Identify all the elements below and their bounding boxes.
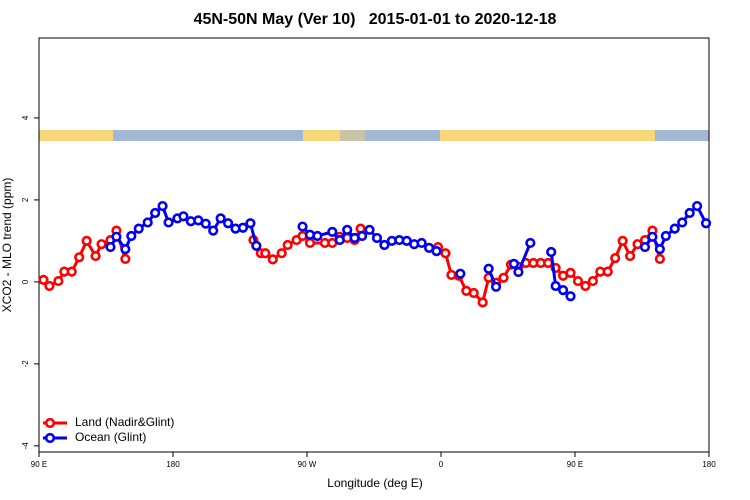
data-point [580, 280, 591, 292]
data-point [691, 200, 703, 212]
data-point [617, 235, 628, 247]
data-point [200, 218, 211, 229]
data-point [624, 250, 636, 262]
x-tick-label: 90 W [298, 460, 317, 469]
y-tick-label: 2 [21, 197, 30, 202]
data-point [477, 297, 488, 308]
y-tick-label: -2 [21, 360, 30, 368]
data-point [660, 230, 671, 242]
data-point [245, 218, 256, 229]
data-point [163, 217, 174, 228]
data-point [490, 281, 502, 292]
data-point [81, 235, 92, 247]
data-point [513, 266, 524, 278]
y-axis-label: XCO2 - MLO trend (ppm) [0, 178, 14, 313]
x-tick-label: 180 [166, 460, 180, 469]
data-point [546, 246, 557, 258]
data-point [602, 266, 613, 277]
data-point [38, 274, 49, 285]
x-tick-label: 180 [702, 460, 716, 469]
data-point [111, 231, 122, 242]
data-point [565, 291, 576, 302]
data-point [356, 230, 368, 242]
data-point [654, 253, 665, 265]
data-point [364, 224, 375, 235]
data-point [304, 237, 316, 249]
x-tick-label: 0 [439, 460, 444, 469]
data-point [66, 266, 77, 277]
data-point [260, 248, 271, 259]
data-point [654, 243, 665, 255]
data-point [639, 241, 651, 253]
data-point [416, 237, 427, 249]
legend-label: Land (Nadir&Glint) [75, 415, 174, 429]
chart-title: 45N-50N May (Ver 10) 2015-01-01 to 2020-… [194, 11, 557, 28]
data-point [647, 231, 658, 242]
data-point [150, 207, 161, 219]
data-point [587, 275, 598, 287]
y-tick-label: -4 [21, 442, 30, 450]
data-point [468, 287, 479, 299]
data-point [297, 221, 308, 232]
data-point [74, 252, 85, 263]
data-point [684, 207, 695, 219]
data-point [157, 200, 168, 212]
legend-marker [44, 432, 56, 444]
data-point [565, 267, 576, 278]
data-point [557, 284, 569, 296]
data-point [120, 243, 131, 255]
legend-marker [44, 417, 56, 429]
data-point [483, 263, 494, 274]
data-point [222, 218, 234, 229]
data-point [371, 232, 383, 244]
data-point [44, 280, 55, 292]
data-point [276, 248, 287, 259]
data-point [700, 218, 712, 229]
legend-label: Ocean (Glint) [75, 430, 146, 444]
data-point [126, 230, 137, 242]
data-point [334, 234, 345, 246]
data-point [498, 272, 509, 283]
data-point [105, 241, 116, 253]
data-point [120, 253, 131, 265]
data-point [669, 223, 680, 234]
y-tick-label: 0 [21, 279, 30, 284]
data-point [208, 225, 219, 236]
data-point [215, 213, 226, 224]
data-point [312, 230, 323, 242]
data-point [133, 223, 144, 234]
land-ocean-strip [39, 130, 709, 141]
data-point [282, 239, 293, 251]
data-point [455, 268, 466, 279]
y-tick-label: 4 [21, 115, 30, 120]
data-point [327, 226, 338, 237]
data-point [440, 248, 451, 259]
data-point [550, 280, 561, 292]
data-point [342, 224, 353, 235]
data-point [96, 239, 107, 250]
data-point [525, 237, 536, 249]
data-point [431, 246, 442, 257]
data-point [379, 239, 390, 251]
data-point [251, 240, 262, 251]
data-point [142, 217, 153, 228]
data-point [572, 275, 584, 287]
data-point [53, 275, 64, 287]
data-point [677, 217, 688, 228]
data-point [610, 253, 621, 264]
data-point [508, 258, 520, 269]
data-point [90, 250, 101, 262]
x-axis-label: Longitude (deg E) [327, 476, 422, 490]
plot-frame [38, 37, 710, 453]
x-tick-label: 90 E [567, 460, 583, 469]
data-point [267, 254, 278, 265]
data-point [237, 222, 249, 233]
x-tick-label: 90 E [31, 460, 47, 469]
data-point [178, 211, 189, 222]
